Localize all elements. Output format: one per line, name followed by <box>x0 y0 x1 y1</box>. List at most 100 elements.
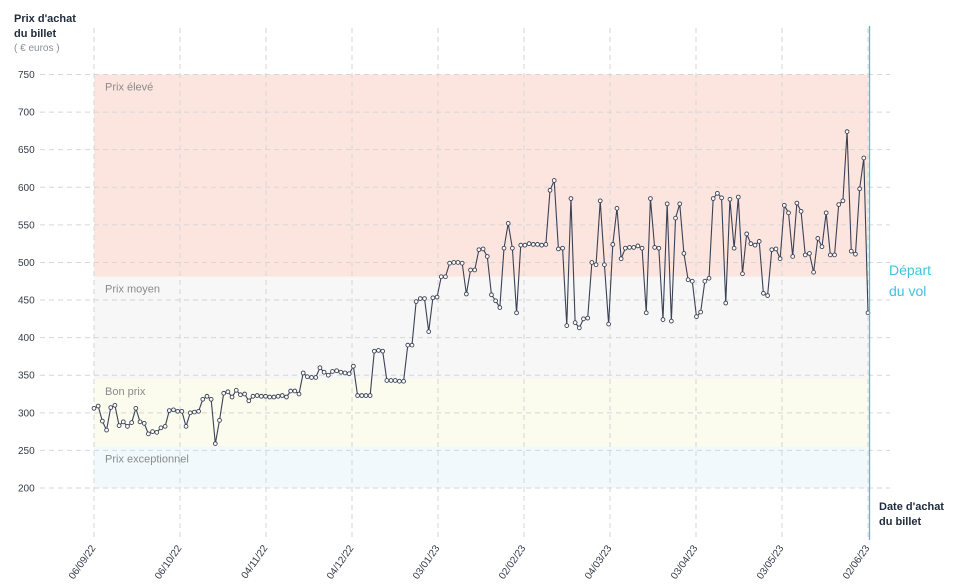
data-point <box>100 418 105 424</box>
data-point <box>597 198 603 204</box>
data-point <box>267 394 273 400</box>
data-point <box>539 242 545 248</box>
y-axis-title-line-1: Prix d'achat <box>14 13 76 25</box>
data-point <box>807 251 812 256</box>
data-point <box>250 393 256 399</box>
data-point <box>284 394 289 400</box>
y-tick-label: 500 <box>18 258 35 269</box>
data-point <box>518 242 524 248</box>
y-tick-label: 650 <box>18 145 35 156</box>
data-point <box>346 371 352 377</box>
data-point <box>752 242 758 248</box>
data-point <box>572 320 578 325</box>
data-point <box>125 424 130 429</box>
price-zones: Prix élevé Prix moyen Bon prix Prix excepti… <box>94 74 868 488</box>
data-point <box>447 260 452 266</box>
data-point <box>777 256 783 262</box>
data-point <box>652 245 657 250</box>
x-axis-title-line-2: du billet <box>879 516 922 528</box>
data-point <box>530 242 536 247</box>
departure-label-line-2: du vol <box>889 283 926 299</box>
data-point <box>141 420 147 426</box>
data-point <box>288 388 293 394</box>
data-point <box>158 425 164 431</box>
data-point <box>497 305 503 310</box>
data-point <box>505 221 511 226</box>
data-point <box>317 365 323 371</box>
data-point <box>112 402 118 408</box>
data-point <box>522 242 528 248</box>
data-point <box>455 260 461 265</box>
data-point <box>359 393 365 398</box>
data-point <box>451 260 457 265</box>
data-point <box>501 245 507 251</box>
data-point <box>434 294 440 300</box>
data-point <box>238 392 243 398</box>
data-point <box>468 267 473 273</box>
data-point <box>765 293 770 298</box>
data-point <box>443 274 448 280</box>
data-point <box>677 201 683 207</box>
data-point <box>510 245 515 251</box>
data-point <box>146 431 151 437</box>
data-point <box>673 215 678 221</box>
data-point <box>217 417 222 423</box>
data-point <box>175 408 181 414</box>
data-point <box>702 278 708 284</box>
data-point <box>233 387 239 393</box>
data-point <box>330 369 335 374</box>
x-tick-label: 03/05/23 <box>755 543 787 582</box>
data-point <box>171 407 176 413</box>
data-point <box>551 178 557 183</box>
data-point <box>242 391 247 397</box>
data-point <box>786 210 791 216</box>
x-tick-label: 03/01/23 <box>411 543 443 582</box>
data-point <box>773 246 779 252</box>
departure-marker: Départ du vol <box>868 26 931 540</box>
zone-band <box>94 446 868 488</box>
data-point <box>426 329 432 334</box>
y-axis: Prix d'achat du billet ( € euros ) 200 25… <box>14 13 76 495</box>
y-tick-label: 350 <box>18 371 35 382</box>
data-point <box>371 348 377 354</box>
data-point <box>781 202 787 208</box>
data-point <box>313 375 319 380</box>
data-point <box>748 241 754 247</box>
data-point <box>669 318 674 324</box>
x-tick-label: 04/12/22 <box>325 543 357 582</box>
data-point <box>639 245 645 251</box>
grid-lines <box>40 28 890 540</box>
data-point <box>660 317 666 322</box>
data-point <box>602 262 607 268</box>
data-point <box>292 388 298 394</box>
data-point <box>116 423 122 428</box>
data-point <box>723 300 729 306</box>
data-point <box>740 271 745 277</box>
data-point <box>560 245 565 251</box>
data-point <box>388 378 394 383</box>
data-point <box>271 394 277 400</box>
data-point <box>593 262 599 268</box>
data-point <box>104 427 109 433</box>
data-point <box>183 424 189 429</box>
data-point <box>535 242 540 247</box>
data-point <box>719 195 724 201</box>
x-tick-label: 06/09/22 <box>67 543 99 582</box>
data-point <box>681 251 687 256</box>
departure-label-line-1: Départ <box>889 262 931 278</box>
data-point <box>756 239 762 244</box>
data-point <box>150 429 155 434</box>
data-point <box>179 408 185 414</box>
zone-label: Bon prix <box>105 386 146 398</box>
data-point <box>643 310 649 316</box>
data-point <box>296 391 302 397</box>
data-point <box>698 309 703 315</box>
data-point <box>417 296 423 301</box>
y-tick-label: 750 <box>18 70 35 81</box>
data-point <box>397 378 402 384</box>
x-axis: Date d'achat du billet 06/09/22 06/10/22 0… <box>67 501 944 582</box>
data-point <box>476 247 482 253</box>
data-point <box>204 393 210 399</box>
y-tick-label: 450 <box>18 296 35 307</box>
data-point <box>656 245 662 251</box>
